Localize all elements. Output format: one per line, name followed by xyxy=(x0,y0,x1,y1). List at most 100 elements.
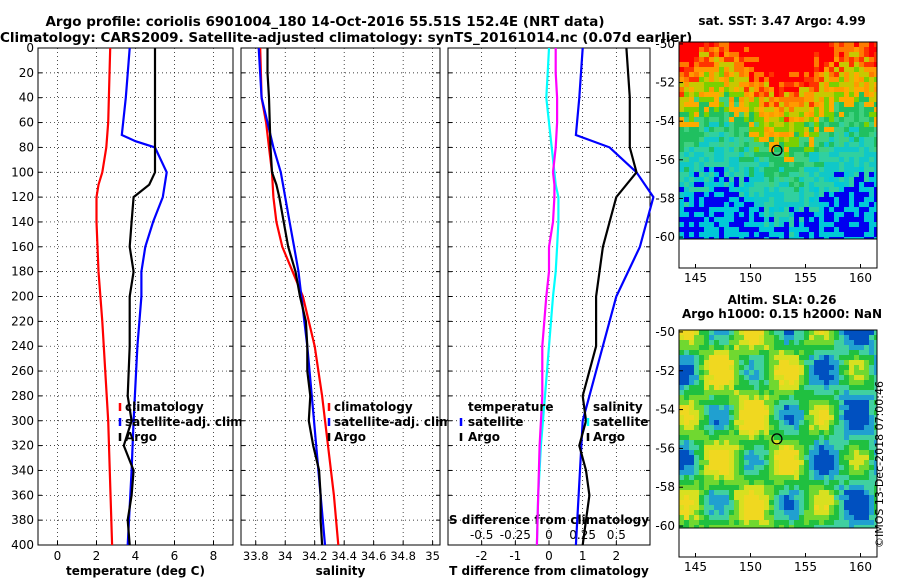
sla-map-cell xyxy=(819,510,824,515)
sla-map-cell xyxy=(694,370,699,375)
sst-map-cell xyxy=(849,167,854,172)
sst-map-cell xyxy=(829,182,834,187)
sst-map-cell xyxy=(789,47,794,52)
sst-map-cell xyxy=(699,107,704,112)
sla-map-cell xyxy=(789,460,794,465)
sst-map-cell xyxy=(749,152,754,157)
sal-series-climatology xyxy=(259,47,340,546)
sst-map-cell xyxy=(749,62,754,67)
sst-map-cell xyxy=(764,212,769,217)
sst-map-cell xyxy=(679,122,684,127)
sst-map-cell xyxy=(784,122,789,127)
sla-map-cell xyxy=(789,340,794,345)
sla-map-cell xyxy=(724,440,729,445)
sla-map-cell xyxy=(769,450,774,455)
sla-map-cell xyxy=(729,335,734,340)
sst-map-cell xyxy=(734,77,739,82)
sst-map-cell xyxy=(784,97,789,102)
sla-map-cell xyxy=(834,385,839,390)
sst-map-cell xyxy=(744,72,749,77)
sla-map-cell xyxy=(754,405,759,410)
sst-map-cell xyxy=(774,62,779,67)
sst-map-cell xyxy=(694,207,699,212)
sla-map-cell xyxy=(779,405,784,410)
sst-map-cell xyxy=(709,77,714,82)
sla-map-cell xyxy=(769,495,774,500)
sla-map-cell xyxy=(834,420,839,425)
sst-map-cell xyxy=(749,77,754,82)
sst-map-cell xyxy=(744,177,749,182)
sla-map-cell xyxy=(784,500,789,505)
sla-map-cell xyxy=(679,500,684,505)
sla-ytick-label: -58 xyxy=(655,480,675,494)
sst-map-cell xyxy=(679,142,684,147)
sla-map-cell xyxy=(684,345,689,350)
sla-map-cell xyxy=(744,410,749,415)
sla-map-cell xyxy=(709,460,714,465)
sst-map-cell xyxy=(824,67,829,72)
temp-xtick-label: 4 xyxy=(132,549,140,563)
sst-map-cell xyxy=(724,237,729,239)
sla-map-cell xyxy=(864,485,869,490)
sla-map-cell xyxy=(684,515,689,520)
sla-map-cell xyxy=(804,355,809,360)
sla-map-cell xyxy=(744,370,749,375)
sla-map-cell xyxy=(719,400,724,405)
sst-map-cell xyxy=(719,97,724,102)
sst-map-cell xyxy=(804,47,809,52)
sla-map-cell xyxy=(864,505,869,510)
sst-map-cell xyxy=(754,42,759,47)
sla-map-cell xyxy=(824,415,829,420)
sla-map-cell xyxy=(744,465,749,470)
sst-map-cell xyxy=(834,92,839,97)
sst-map-cell xyxy=(729,152,734,157)
sst-map-cell xyxy=(834,212,839,217)
sst-map-cell xyxy=(839,132,844,137)
sla-map-cell xyxy=(829,455,834,460)
sla-map-cell xyxy=(754,420,759,425)
sst-map-cell xyxy=(824,57,829,62)
sla-map-cell xyxy=(804,455,809,460)
sla-map-cell xyxy=(854,330,859,335)
sst-map-cell xyxy=(794,87,799,92)
sla-map-cell xyxy=(694,335,699,340)
sla-map-cell xyxy=(854,365,859,370)
sst-map-cell xyxy=(794,82,799,87)
sla-map-cell xyxy=(839,410,844,415)
sla-map-cell xyxy=(784,495,789,500)
sst-map-cell xyxy=(814,207,819,212)
sla-map-cell xyxy=(704,340,709,345)
sla-map-cell xyxy=(719,385,724,390)
sst-map-cell xyxy=(719,172,724,177)
sla-map-cell xyxy=(699,450,704,455)
sla-map-cell xyxy=(689,495,694,500)
sst-map-cell xyxy=(704,182,709,187)
sst-map-cell xyxy=(759,67,764,72)
sst-map-cell xyxy=(764,237,769,239)
sst-map-cell xyxy=(714,212,719,217)
sla-map-cell xyxy=(864,525,869,528)
sst-map-cell xyxy=(739,97,744,102)
sla-map-cell xyxy=(819,360,824,365)
sla-map-cell xyxy=(734,340,739,345)
sla-map-cell xyxy=(814,495,819,500)
sla-map-cell xyxy=(754,500,759,505)
sla-map-cell xyxy=(689,450,694,455)
sla-map-cell xyxy=(874,525,877,528)
sst-map-cell xyxy=(704,152,709,157)
sla-map-cell xyxy=(864,415,869,420)
sst-map-cell xyxy=(719,157,724,162)
sst-map-cell xyxy=(769,202,774,207)
sla-map-cell xyxy=(794,480,799,485)
sst-map-cell xyxy=(749,162,754,167)
sst-map-cell xyxy=(799,82,804,87)
sla-map-cell xyxy=(804,485,809,490)
sst-map-cell xyxy=(779,192,784,197)
sst-map-cell xyxy=(779,207,784,212)
sst-map-cell xyxy=(814,132,819,137)
sla-map-cell xyxy=(684,360,689,365)
sst-map-cell xyxy=(684,82,689,87)
sst-map-cell xyxy=(739,187,744,192)
sst-map-cell xyxy=(679,227,684,232)
sst-map-cell xyxy=(799,67,804,72)
